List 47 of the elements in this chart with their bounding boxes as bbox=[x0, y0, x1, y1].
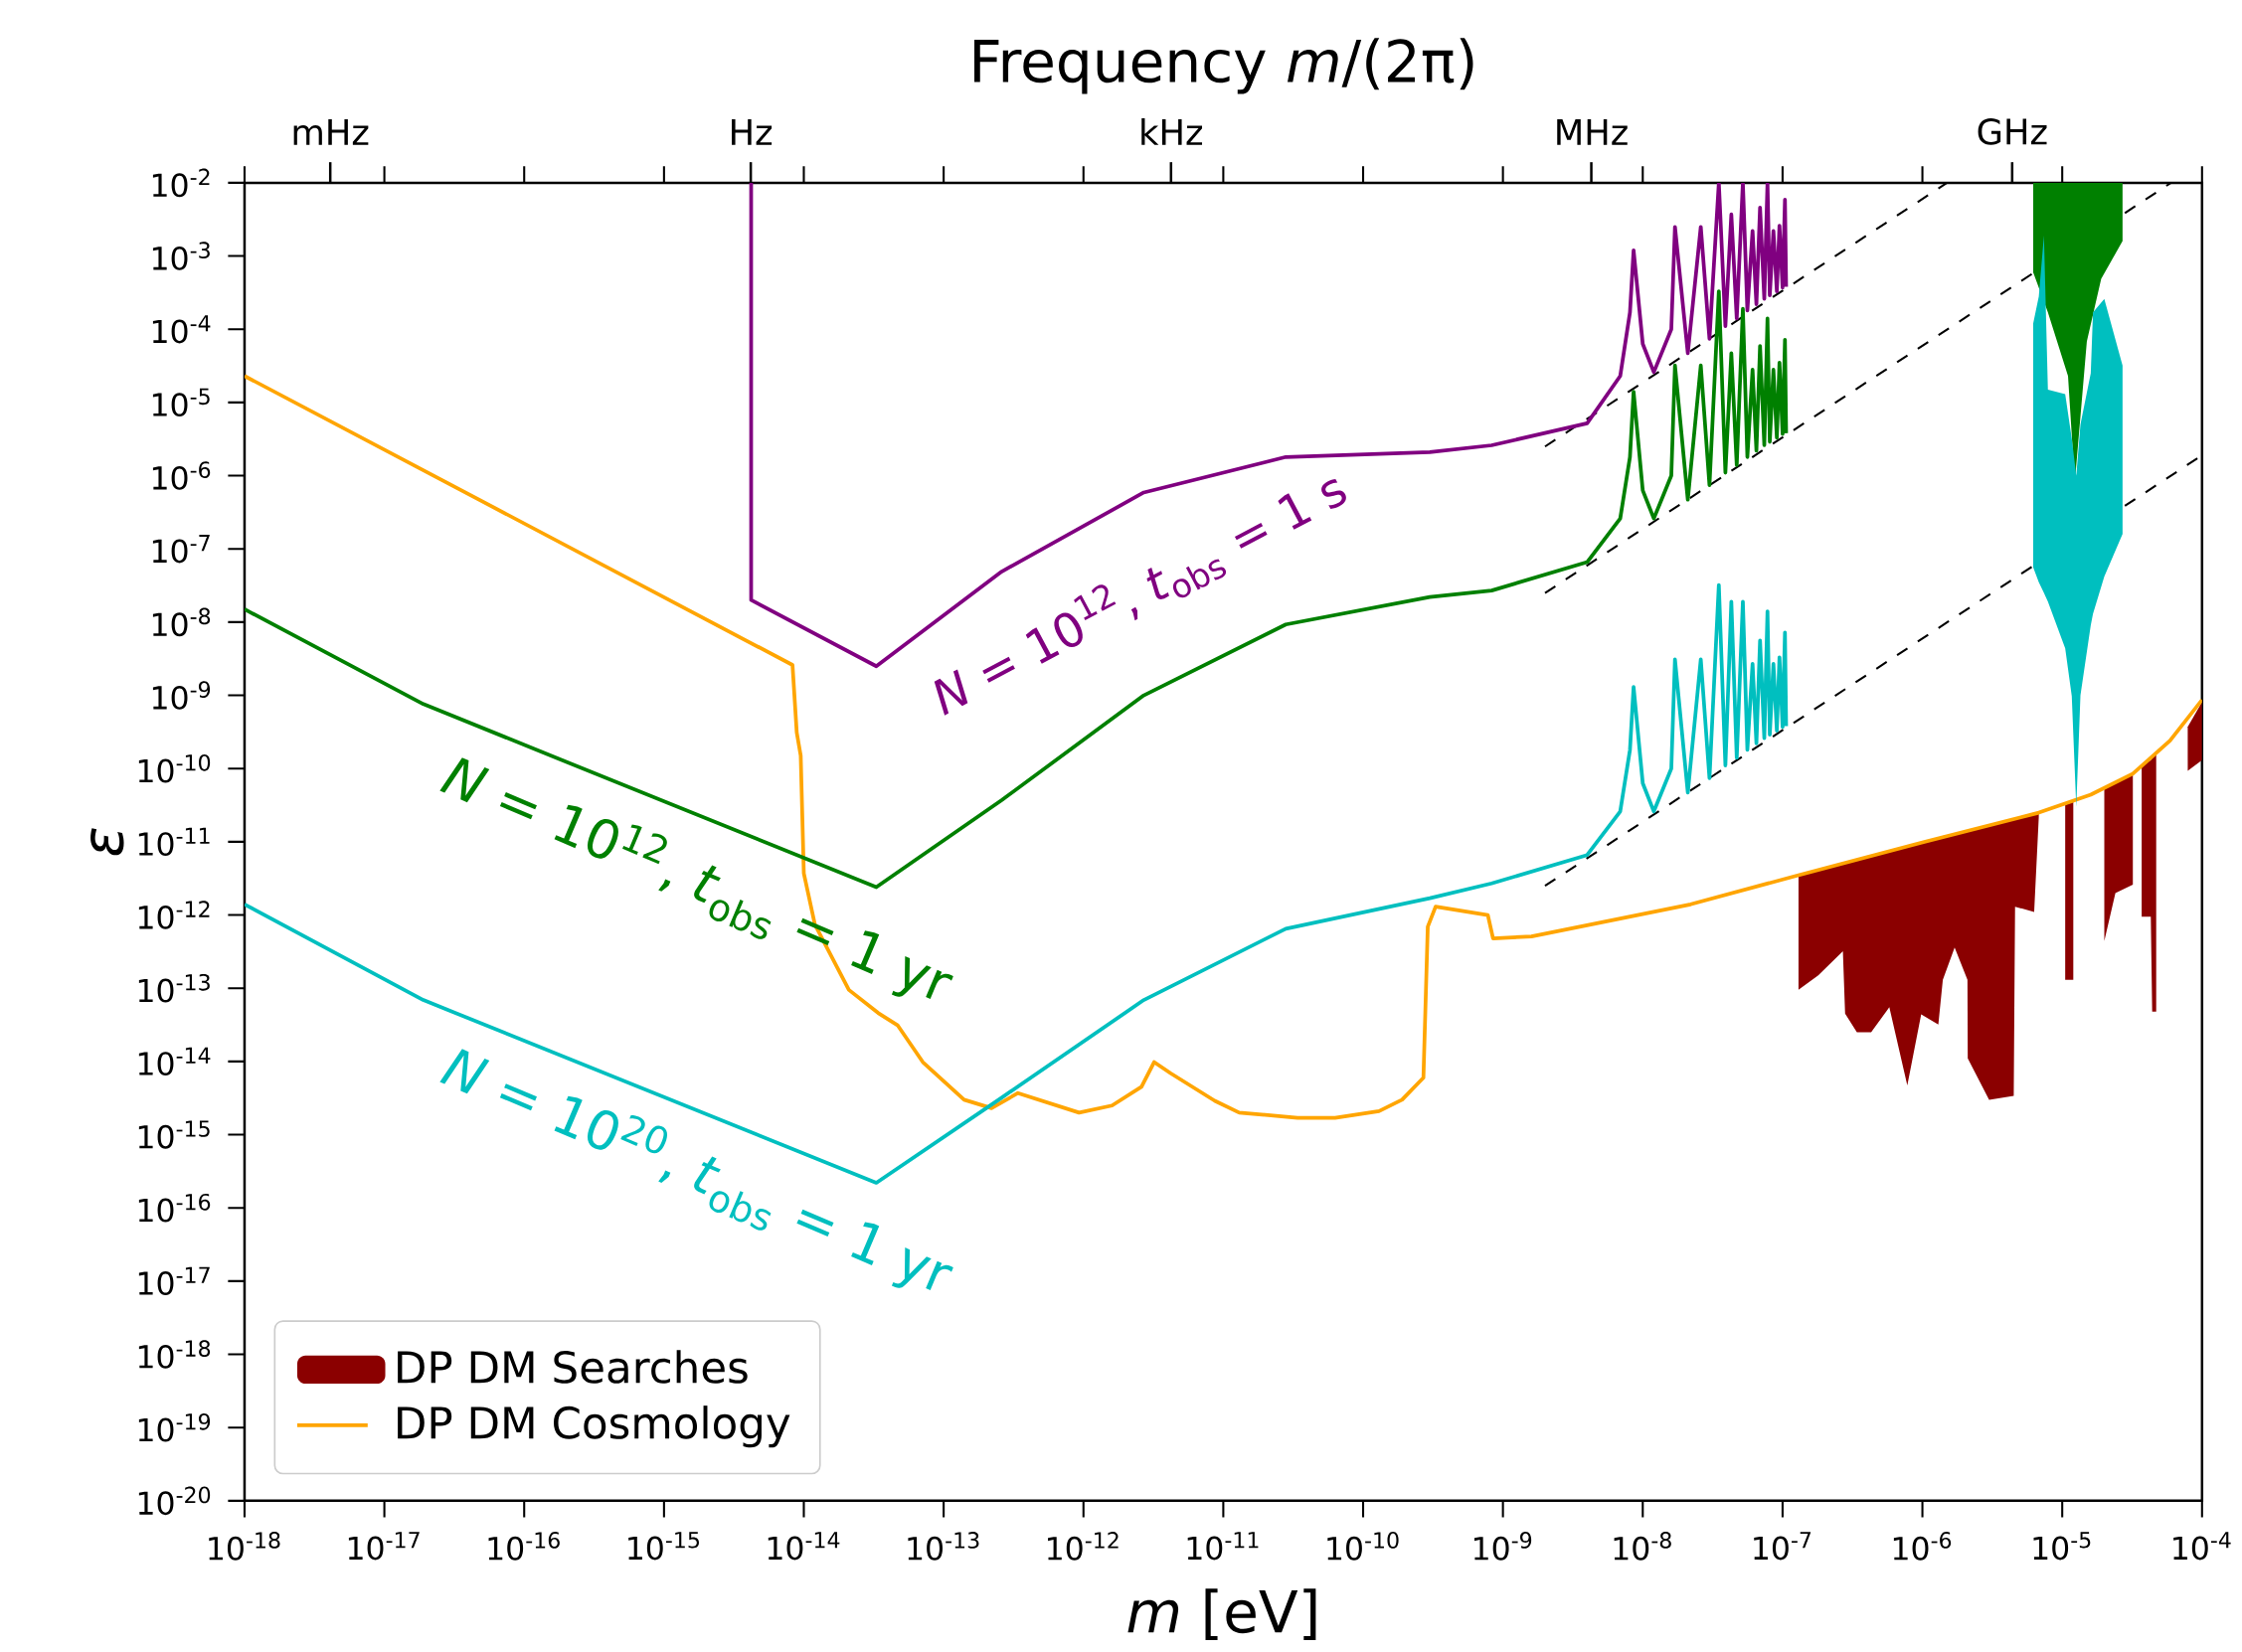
y-axis-title: ε bbox=[90, 828, 124, 856]
y-tick-label: 10$^{-15}$ bbox=[138, 1120, 210, 1149]
x-tick-label: 10$^{-15}$ bbox=[628, 1532, 699, 1561]
y-tick-label: 10$^{-12}$ bbox=[138, 901, 210, 929]
y-tick-label: 10$^{-13}$ bbox=[138, 973, 210, 1003]
text: MHz bbox=[1557, 119, 1628, 145]
x-axis-title: m [eV] bbox=[1127, 1588, 1316, 1641]
y-tick-label: 10$^{-14}$ bbox=[138, 1047, 211, 1076]
chart-title: Frequency m/(2π) bbox=[974, 38, 1473, 94]
y-tick-label: 10$^{-18}$ bbox=[138, 1340, 211, 1369]
x-tick-label: 10$^{-16}$ bbox=[488, 1532, 560, 1561]
y-tick-label: 10$^{-20}$ bbox=[138, 1486, 211, 1516]
y-tick-label: 10$^{-8}$ bbox=[152, 607, 211, 637]
x-tick-label: 10$^{-17}$ bbox=[348, 1532, 420, 1561]
y-tick-label: 10$^{-3}$ bbox=[152, 242, 210, 270]
x-tick-label: 10$^{-7}$ bbox=[1754, 1532, 1811, 1561]
y-tick-label: 10$^{-11}$ bbox=[138, 827, 210, 857]
y-tick-label: 10$^{-10}$ bbox=[138, 753, 211, 783]
x-tick-label: 10$^{-9}$ bbox=[1473, 1532, 1532, 1561]
text: Hz bbox=[732, 119, 773, 145]
legend-label: DP DM Searches bbox=[398, 1350, 748, 1384]
y-tick-label: 10$^{-16}$ bbox=[138, 1193, 211, 1223]
text: kHz bbox=[1141, 117, 1203, 145]
x-tick-label: 10$^{-12}$ bbox=[1048, 1532, 1119, 1561]
x-tick-label: 10$^{-10}$ bbox=[1327, 1532, 1399, 1561]
x-tick-label: 10$^{-8}$ bbox=[1614, 1532, 1671, 1561]
text: mHz bbox=[293, 119, 369, 145]
y-tick-label: 10$^{-17}$ bbox=[138, 1266, 210, 1296]
y-tick-label: 10$^{-19}$ bbox=[138, 1412, 211, 1442]
y-tick-label: 10$^{-5}$ bbox=[152, 388, 210, 417]
text: GHz bbox=[1978, 118, 2047, 145]
annotation: N = 10$^{20}$, t$_{obs}$ = 1 yr bbox=[439, 1049, 953, 1290]
annotation: N = 10$^{12}$, t$_{obs}$ = 1 yr bbox=[439, 757, 953, 999]
annotation: N = 10$^{12}$, t$_{obs}$ = 1 s bbox=[934, 478, 1346, 716]
y-tick-label: 10$^{-2}$ bbox=[152, 168, 210, 198]
legend-label: DP DM Cosmology bbox=[398, 1405, 790, 1448]
y-tick-label: 10$^{-6}$ bbox=[152, 461, 211, 490]
y-tick-label: 10$^{-9}$ bbox=[152, 681, 211, 710]
x-tick-label: 10$^{-11}$ bbox=[1187, 1532, 1259, 1561]
y-tick-label: 10$^{-4}$ bbox=[152, 315, 211, 344]
y-tick-label: 10$^{-7}$ bbox=[152, 535, 210, 564]
x-tick-label: 10$^{-14}$ bbox=[768, 1532, 840, 1561]
x-tick-label: 10$^{-5}$ bbox=[2033, 1532, 2091, 1561]
x-tick-label: 10$^{-18}$ bbox=[209, 1532, 280, 1561]
x-tick-label: 10$^{-13}$ bbox=[908, 1532, 979, 1561]
x-tick-label: 10$^{-6}$ bbox=[1893, 1532, 1952, 1561]
x-tick-label: 10$^{-4}$ bbox=[2173, 1532, 2231, 1561]
